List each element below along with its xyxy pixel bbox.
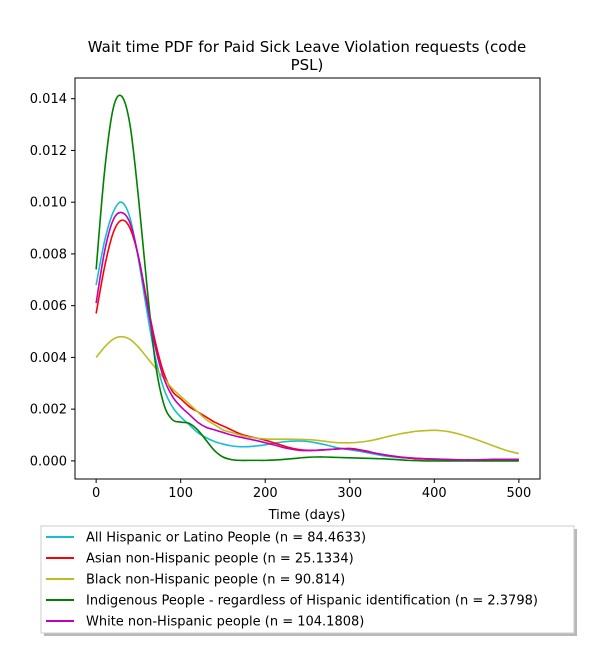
x-tick-label: 200 — [253, 486, 278, 501]
legend: All Hispanic or Latino People (n = 84.46… — [40, 525, 577, 636]
x-tick-label: 400 — [422, 486, 447, 501]
axes-layer: 0 100 200 300 400 500 0.000 0.002 0.004 0.006 0.00… — [30, 77, 541, 501]
y-tick-label: 0.012 — [30, 144, 67, 159]
y-tick-label: 0.014 — [30, 92, 67, 107]
series-line-1 — [95, 219, 519, 462]
x-tick-label: 0 — [92, 486, 100, 501]
series-line-0 — [95, 201, 519, 461]
legend-label: Indigenous People - regardless of Hispan… — [86, 594, 538, 609]
chart-title-line2: PSL) — [291, 56, 324, 74]
y-tick-label: 0.000 — [30, 454, 67, 469]
plot-frame — [74, 77, 541, 480]
series-layer — [95, 94, 520, 462]
y-tick-label: 0.002 — [30, 403, 67, 418]
y-tick-label: 0.010 — [30, 196, 67, 211]
series-line-3 — [95, 94, 519, 462]
x-axis-label: Time (days) — [268, 508, 346, 523]
y-tick-label: 0.004 — [30, 351, 67, 366]
series-line-4 — [95, 211, 519, 461]
legend-box — [40, 525, 575, 634]
x-tick-label: 500 — [506, 486, 531, 501]
x-tick-label: 300 — [337, 486, 362, 501]
y-tick-label: 0.008 — [30, 247, 67, 262]
legend-label: Black non-Hispanic people (n = 90.814) — [86, 573, 345, 588]
legend-label: Asian non-Hispanic people (n = 25.1334) — [86, 552, 354, 567]
legend-label: White non-Hispanic people (n = 104.1808) — [86, 615, 364, 630]
series-line-2 — [95, 335, 520, 455]
x-tick-label: 100 — [168, 486, 193, 501]
y-tick-label: 0.006 — [30, 299, 67, 314]
chart-title-line1: Wait time PDF for Paid Sick Leave Violat… — [88, 38, 527, 56]
legend-label: All Hispanic or Latino People (n = 84.46… — [86, 531, 366, 546]
